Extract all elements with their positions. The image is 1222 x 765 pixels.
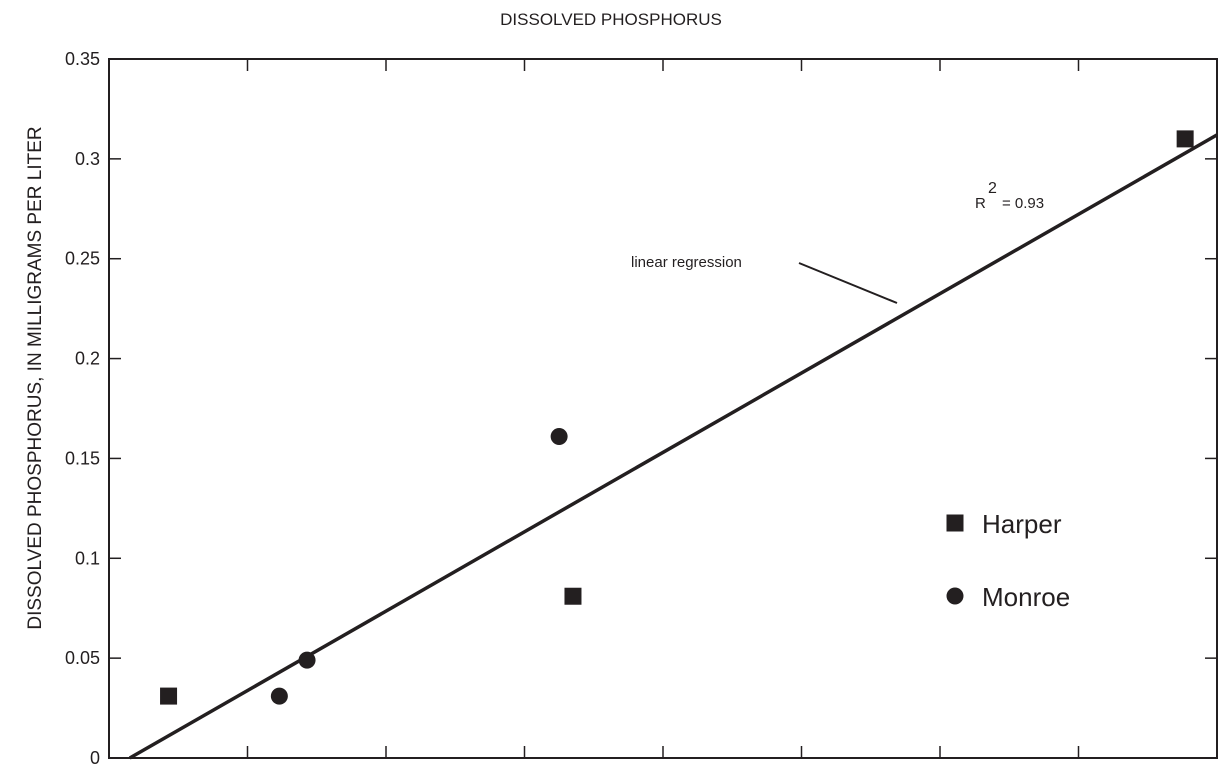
r-squared-label: R — [975, 195, 986, 212]
y-tick-label: 0.2 — [75, 349, 100, 369]
y-tick-label: 0.35 — [65, 49, 100, 69]
y-tick-label: 0.05 — [65, 648, 100, 668]
data-point-monroe — [550, 427, 568, 445]
regression-group — [128, 133, 1218, 760]
annotations-group: linear regression R2 = 0.93 — [631, 180, 1044, 304]
data-point-harper — [160, 687, 178, 705]
axes-group — [108, 58, 1218, 759]
regression-leader-line — [798, 262, 898, 304]
plot-frame — [108, 58, 1218, 759]
regression-line — [128, 133, 1218, 760]
chart-title: DISSOLVED PHOSPHORUS — [500, 10, 722, 29]
legend-label-monroe: Monroe — [982, 582, 1070, 612]
data-points-group — [160, 130, 1194, 705]
data-point-monroe — [298, 651, 316, 669]
y-tick-label: 0 — [90, 748, 100, 765]
y-tick-label: 0.15 — [65, 448, 100, 468]
legend-label-harper: Harper — [982, 509, 1062, 539]
data-point-harper — [564, 587, 582, 605]
y-tick-label: 0.3 — [75, 149, 100, 169]
legend-marker-harper — [946, 514, 964, 532]
y-tick-label: 0.25 — [65, 249, 100, 269]
x-ticks-group — [246, 59, 1080, 758]
r-squared-value: = 0.93 — [1002, 195, 1044, 212]
y-ticks-group: 0 0.05 0.1 0.15 0.2 0.25 0.3 0.35 — [65, 49, 1217, 765]
data-point-monroe — [270, 687, 288, 705]
r-squared-exponent: 2 — [988, 180, 997, 197]
y-tick-label: 0.1 — [75, 548, 100, 568]
legend-marker-monroe — [946, 587, 964, 605]
legend-group: Harper Monroe — [946, 509, 1070, 612]
data-point-harper — [1176, 130, 1194, 148]
regression-label: linear regression — [631, 254, 742, 271]
